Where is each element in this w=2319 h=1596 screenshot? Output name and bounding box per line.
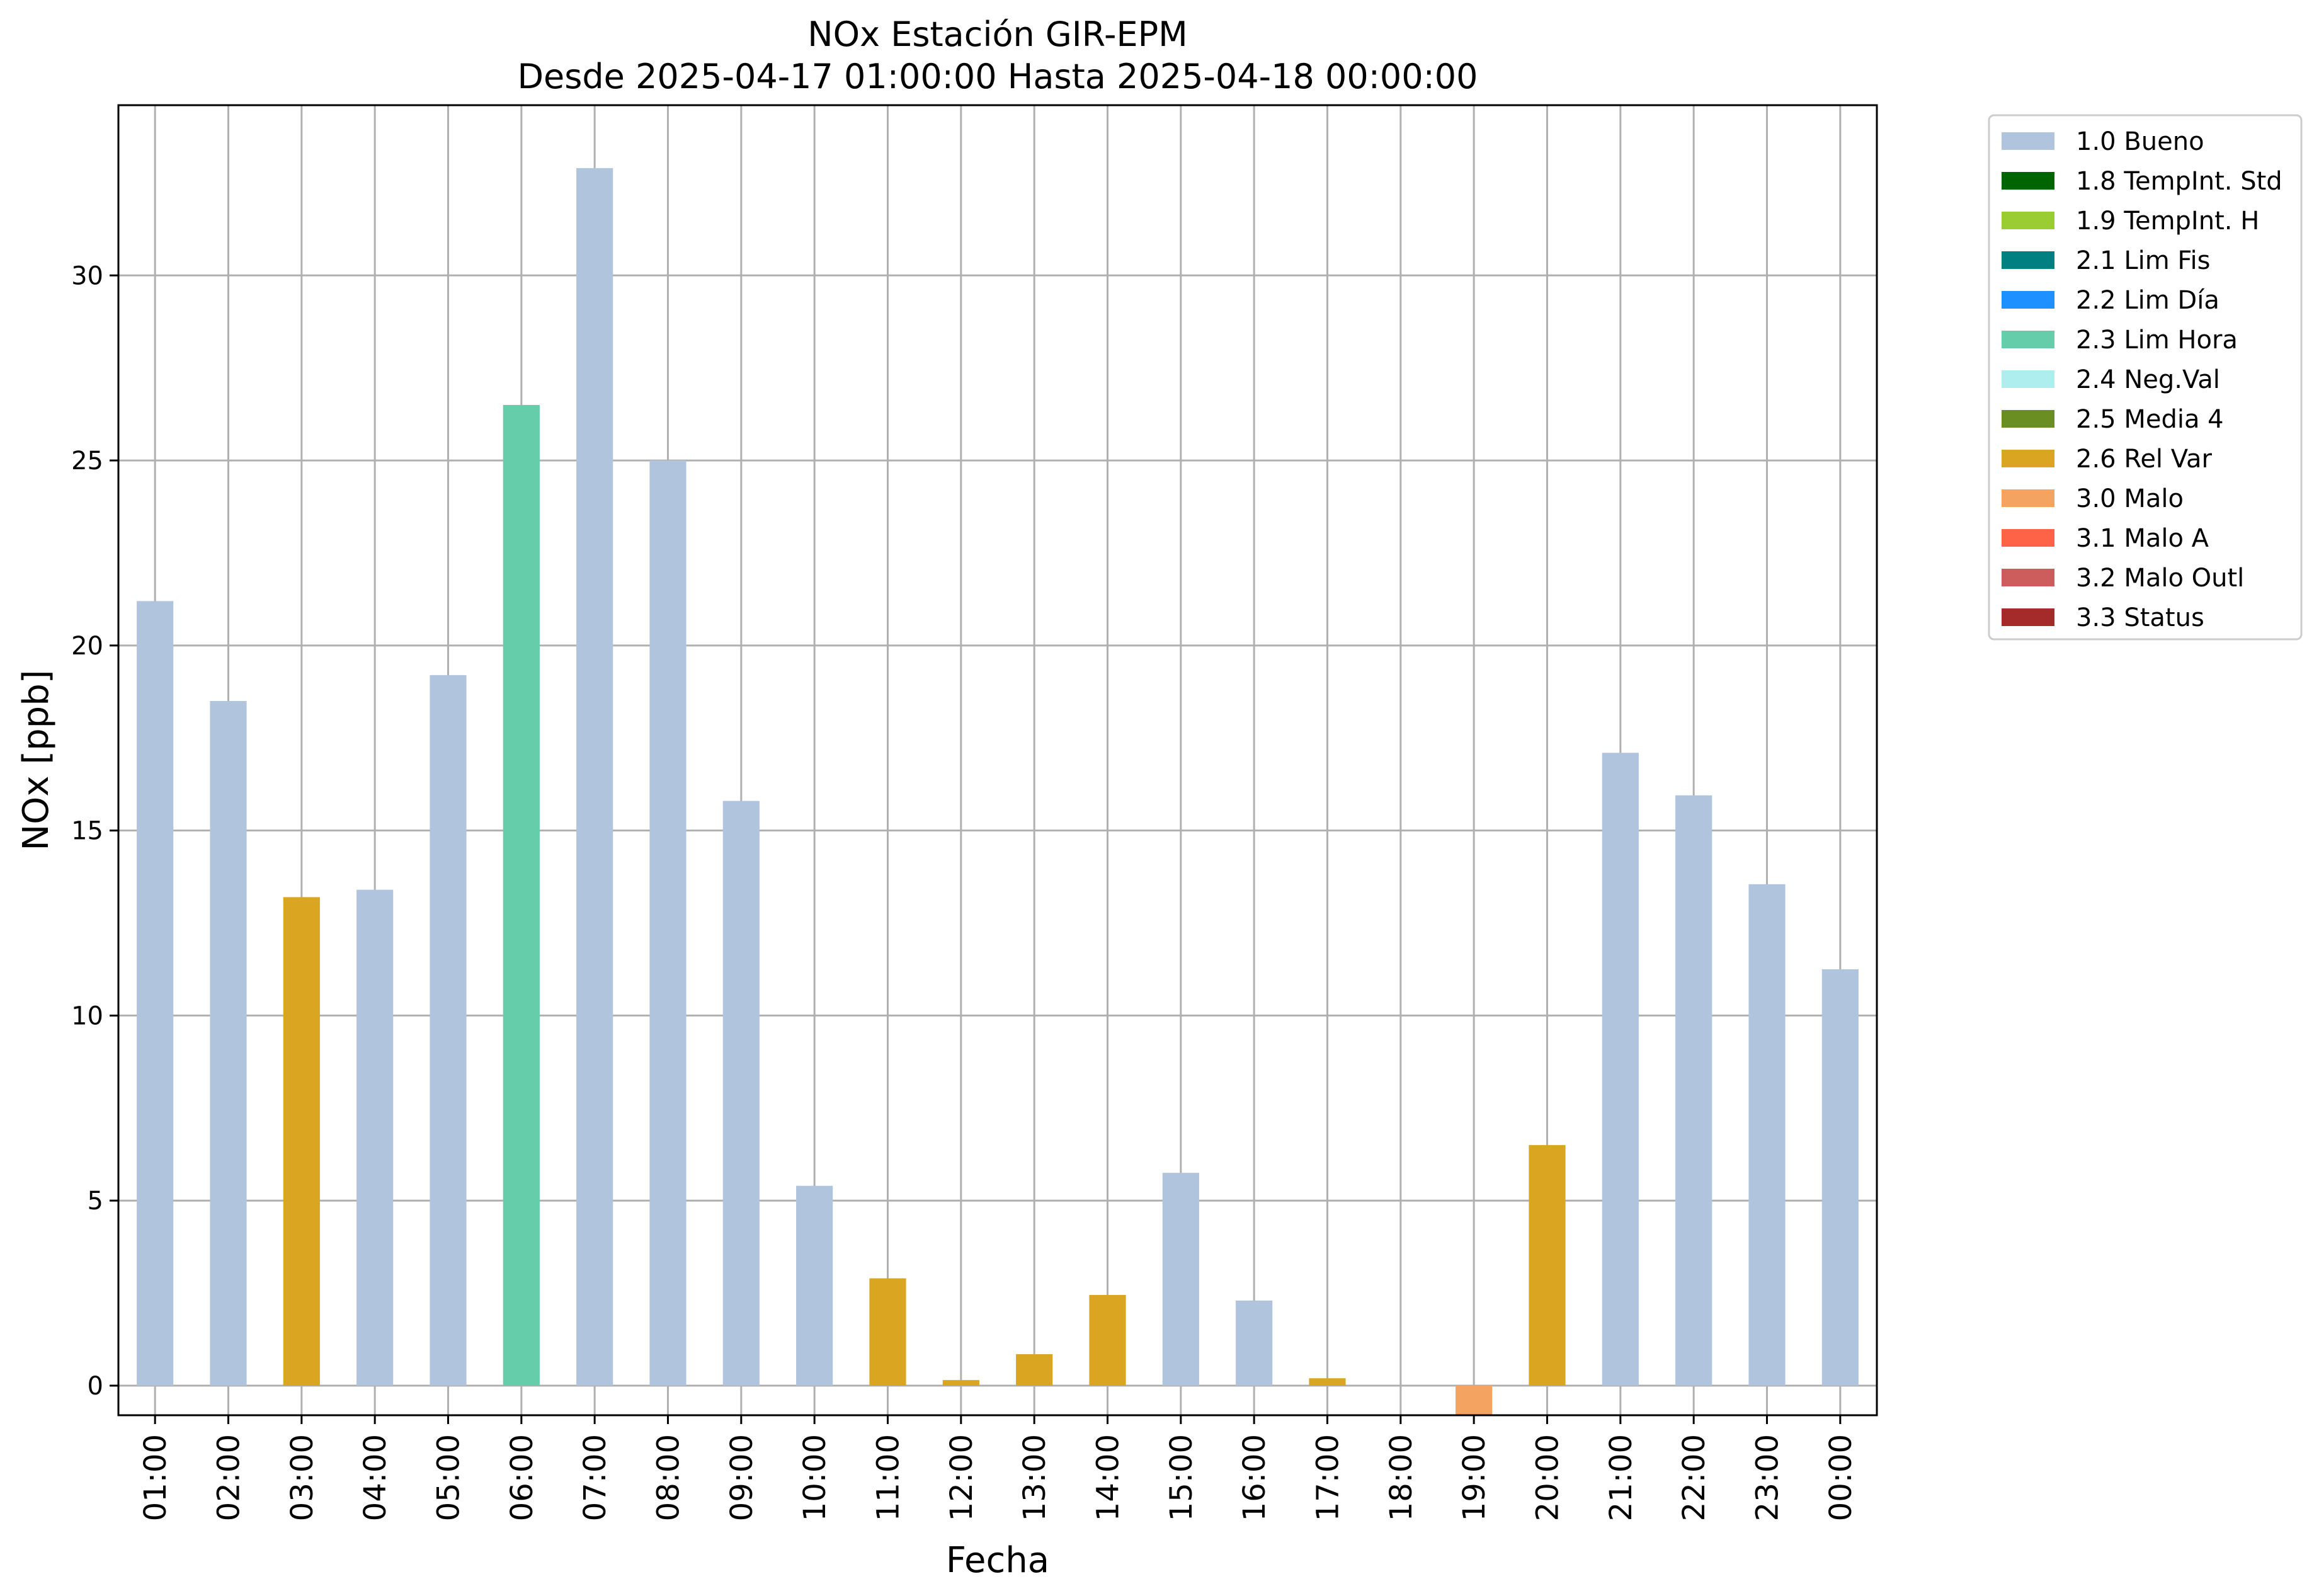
legend-swatch <box>2002 291 2054 309</box>
x-tick-label: 04:00 <box>358 1434 393 1521</box>
legend-swatch <box>2002 331 2054 348</box>
y-tick-label: 5 <box>88 1187 103 1216</box>
legend-entry: 2.2 Lim Día <box>2076 286 2219 315</box>
y-tick-label: 10 <box>71 1001 103 1030</box>
bar-07:00 <box>576 168 613 1386</box>
x-axis-ticks: 01:00 02:00 03:00 04:00 05:00 06:00 07:00 08:00… <box>138 1415 1859 1521</box>
x-tick-label: 20:00 <box>1530 1434 1566 1521</box>
x-tick-label: 23:00 <box>1750 1434 1786 1521</box>
bar-13:00 <box>1016 1354 1053 1386</box>
legend-swatch <box>2002 608 2054 626</box>
x-tick-label: 18:00 <box>1384 1434 1419 1521</box>
y-tick-label: 25 <box>71 447 103 476</box>
bar-23:00 <box>1748 884 1786 1386</box>
bar-06:00 <box>503 404 540 1386</box>
x-tick-label: 12:00 <box>944 1434 979 1521</box>
chart-subtitle: Desde 2025-04-17 01:00:00 Hasta 2025-04-… <box>517 57 1478 96</box>
x-tick-label: 17:00 <box>1311 1434 1346 1521</box>
bar-05:00 <box>430 675 467 1386</box>
x-tick-label: 22:00 <box>1677 1434 1712 1521</box>
x-tick-label: 02:00 <box>212 1434 247 1521</box>
x-tick-label: 11:00 <box>871 1434 906 1521</box>
legend-swatch <box>2002 489 2054 507</box>
x-tick-label: 21:00 <box>1604 1434 1639 1521</box>
legend-swatch <box>2002 569 2054 586</box>
legend-entry: 1.9 TempInt. H <box>2076 207 2259 236</box>
legend-swatch <box>2002 529 2054 547</box>
x-tick-label: 05:00 <box>431 1434 467 1521</box>
bar-10:00 <box>796 1185 833 1386</box>
x-tick-label: 07:00 <box>578 1434 613 1521</box>
bar-15:00 <box>1162 1173 1199 1386</box>
legend-swatch <box>2002 251 2054 269</box>
plot-frame <box>117 104 1878 1416</box>
x-tick-label: 01:00 <box>138 1434 173 1521</box>
x-tick-label: 00:00 <box>1823 1434 1859 1521</box>
x-tick-label: 03:00 <box>285 1434 320 1521</box>
legend-entry: 2.5 Media 4 <box>2076 405 2224 434</box>
bar-00:00 <box>1821 969 1859 1386</box>
bar-09:00 <box>722 801 760 1386</box>
x-tick-label: 06:00 <box>504 1434 540 1521</box>
x-tick-label: 09:00 <box>724 1434 760 1521</box>
x-tick-label: 08:00 <box>651 1434 687 1521</box>
bar-08:00 <box>649 460 687 1386</box>
legend-entry: 1.8 TempInt. Std <box>2076 167 2282 196</box>
bars <box>137 168 1859 1415</box>
bar-21:00 <box>1602 753 1639 1386</box>
legend-swatch <box>2002 450 2054 467</box>
legend-swatch <box>2002 212 2054 229</box>
legend-entry: 1.0 Bueno <box>2076 127 2204 156</box>
x-tick-label: 16:00 <box>1237 1434 1272 1521</box>
legend-entry: 2.3 Lim Hora <box>2076 326 2238 355</box>
legend-entry: 2.1 Lim Fis <box>2076 246 2210 275</box>
legend-entry: 3.2 Malo Outl <box>2076 564 2244 593</box>
legend: 1.0 Bueno 1.8 TempInt. Std 1.9 TempInt. H 2… <box>1988 114 2303 641</box>
bar-02:00 <box>210 700 247 1386</box>
legend-entry: 2.6 Rel Var <box>2076 445 2213 474</box>
chart-title: NOx Estación GIR-EPM <box>807 14 1188 54</box>
y-tick-label: 20 <box>71 632 103 661</box>
bar-20:00 <box>1529 1145 1566 1386</box>
bar-03:00 <box>283 897 320 1386</box>
y-tick-label: 0 <box>88 1372 103 1401</box>
y-axis-label: NOx [ppb] <box>16 670 57 850</box>
bar-12:00 <box>942 1380 979 1386</box>
bar-14:00 <box>1089 1295 1126 1386</box>
bar-16:00 <box>1236 1300 1273 1386</box>
x-tick-label: 13:00 <box>1017 1434 1052 1521</box>
legend-swatch <box>2002 132 2054 150</box>
legend-entry: 2.4 Neg.Val <box>2076 365 2220 394</box>
legend-swatch <box>2002 370 2054 388</box>
legend-entry: 3.3 Status <box>2076 603 2204 632</box>
x-tick-label: 19:00 <box>1457 1434 1492 1521</box>
bar-19:00 <box>1456 1385 1493 1415</box>
bar-01:00 <box>137 601 174 1386</box>
x-tick-label: 10:00 <box>797 1434 833 1521</box>
x-tick-label: 14:00 <box>1091 1434 1126 1521</box>
y-axis-ticks: 0 5 10 15 20 25 30 <box>71 261 118 1401</box>
legend-swatch <box>2002 410 2054 428</box>
bar-22:00 <box>1675 795 1712 1386</box>
x-axis-label: Fecha <box>946 1540 1049 1581</box>
legend-frame <box>1988 114 2303 641</box>
legend-entry: 3.1 Malo A <box>2076 524 2209 553</box>
bar-04:00 <box>356 889 394 1386</box>
bar-17:00 <box>1309 1378 1346 1386</box>
legend-swatch <box>2002 172 2054 190</box>
x-tick-label: 15:00 <box>1164 1434 1199 1521</box>
legend-entry: 3.0 Malo <box>2076 484 2184 513</box>
bar-11:00 <box>869 1278 906 1386</box>
y-tick-label: 30 <box>71 261 103 290</box>
y-tick-label: 15 <box>71 817 103 846</box>
